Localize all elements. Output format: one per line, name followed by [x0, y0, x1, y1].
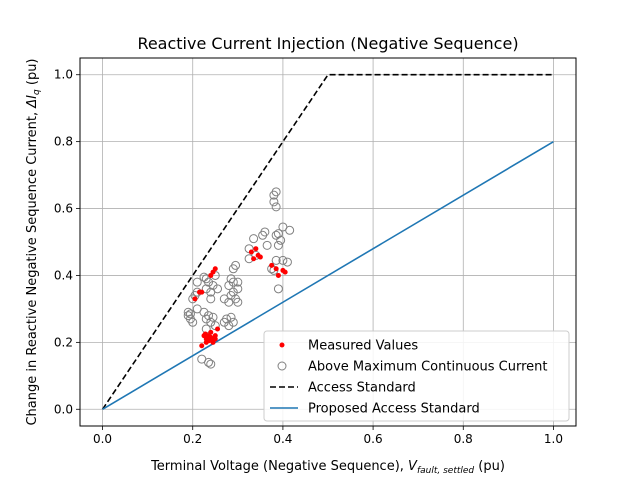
- measured-value-point: [212, 336, 218, 342]
- above-max-current-point: [233, 284, 243, 294]
- legend-label: Measured Values: [308, 339, 418, 354]
- x-axis-label-unit: (pu): [474, 459, 505, 474]
- legend-measured-marker: [279, 342, 285, 348]
- measured-value-point: [248, 249, 254, 255]
- measured-value-point: [273, 266, 279, 272]
- above-max-current-point: [285, 225, 295, 235]
- above-max-current-point: [213, 284, 223, 294]
- x-tick-label: 0.8: [454, 432, 473, 446]
- measured-value-point: [192, 296, 198, 302]
- above-max-current-point: [204, 357, 214, 367]
- above-max-current-point: [278, 255, 288, 265]
- measured-value-point: [257, 254, 263, 260]
- x-tick-label: 0.6: [364, 432, 383, 446]
- axes-frame: [79, 57, 577, 427]
- legend-above-max-marker: [277, 361, 287, 371]
- x-axis-label-var: V: [408, 459, 418, 474]
- x-axis-label: Terminal Voltage (Negative Sequence), Vf…: [150, 459, 505, 476]
- y-axis-label-sub: q: [32, 89, 42, 95]
- x-axis-label-sub: fault, settled: [417, 466, 474, 476]
- x-tick-label: 1.0: [544, 432, 563, 446]
- y-axis-label-text: Change in Reactive Negative Sequence Cur…: [25, 108, 40, 426]
- above-max-current-point: [188, 317, 198, 327]
- chart-title: Reactive Current Injection (Negative Seq…: [137, 34, 518, 53]
- x-tick-label: 0.2: [183, 432, 202, 446]
- legend-label: Access Standard: [308, 381, 416, 396]
- measured-value-point: [212, 266, 218, 272]
- above-max-current-point: [273, 229, 283, 239]
- y-tick-label: 0.6: [54, 202, 73, 216]
- above-max-current-point: [233, 277, 243, 287]
- above-max-current-point: [271, 230, 281, 240]
- measured-value-point: [208, 329, 214, 335]
- above-max-current-point: [208, 312, 218, 322]
- access-standard-line: [101, 73, 554, 410]
- above-max-current-point: [206, 317, 216, 327]
- above-max-current-point: [183, 307, 193, 317]
- legend: Measured Values Above Maximum Continuous …: [263, 330, 570, 422]
- measured-value-point: [269, 262, 275, 268]
- above-max-current-point: [183, 311, 193, 321]
- above-max-current-point: [204, 311, 214, 321]
- legend-label: Proposed Access Standard: [308, 402, 480, 417]
- above-max-current-point: [208, 280, 218, 290]
- measured-value-point: [202, 331, 208, 337]
- above-max-current-point: [224, 280, 234, 290]
- above-max-current-point: [201, 274, 211, 284]
- y-tick-label: 0.4: [54, 268, 73, 282]
- measured-value-point: [199, 343, 205, 349]
- above-max-current-point: [276, 235, 286, 245]
- legend-label: Above Maximum Continuous Current: [308, 360, 548, 375]
- measured-value-point: [215, 326, 221, 332]
- y-tick-label: 1.0: [54, 68, 73, 82]
- measured-value-point: [206, 338, 212, 344]
- above-max-current-point: [260, 227, 270, 237]
- legend-box: [263, 330, 570, 422]
- above-max-current-point: [282, 257, 292, 267]
- above-max-current-point: [185, 309, 195, 319]
- y-axis-label: Change in Reactive Negative Sequence Cur…: [25, 58, 42, 425]
- above-max-current-point: [269, 197, 279, 207]
- above-max-current-point: [271, 255, 281, 265]
- proposed-access-standard-line: [102, 140, 554, 410]
- measured-value-point: [251, 256, 257, 262]
- above-max-current-point: [228, 317, 238, 327]
- grid: [80, 58, 576, 426]
- measured-value-point: [253, 246, 259, 252]
- above-max-current-point: [249, 234, 259, 244]
- above-max-current-point: [199, 307, 209, 317]
- y-tick-label: 0.8: [54, 135, 73, 149]
- plot-area: [101, 73, 554, 410]
- above-max-current-point: [233, 297, 243, 307]
- y-tick-label: 0.2: [54, 335, 73, 349]
- above-max-current-point: [206, 359, 216, 369]
- y-axis-label-var: ΔI: [25, 95, 40, 109]
- y-axis-label-unit: (pu): [25, 58, 40, 89]
- above-max-current-point: [226, 312, 236, 322]
- measured-value-point: [282, 269, 288, 275]
- above-max-current-point: [273, 284, 283, 294]
- above-max-current-point: [271, 187, 281, 197]
- above-max-current-point: [262, 240, 272, 250]
- above-max-current-point: [271, 202, 281, 212]
- above-max-current-point: [228, 287, 238, 297]
- measured-value-point: [199, 289, 205, 295]
- above-max-current-point: [192, 277, 202, 287]
- measured-value-point: [275, 272, 281, 278]
- above-max-current-point: [206, 294, 216, 304]
- above-max-current-point: [224, 321, 234, 331]
- ticks: 0.0 0.2 0.4 0.6 0.8 1.0 0.0 0.2 0.4 0.6 0.8 1.0: [54, 68, 563, 446]
- x-axis-label-text: Terminal Voltage (Negative Sequence),: [150, 459, 408, 474]
- x-tick-label: 0.0: [93, 432, 112, 446]
- y-tick-label: 0.0: [54, 402, 73, 416]
- above-max-current-point: [231, 260, 241, 270]
- above-max-current-point: [199, 272, 209, 282]
- x-tick-label: 0.4: [273, 432, 292, 446]
- above-max-current-point: [273, 240, 283, 250]
